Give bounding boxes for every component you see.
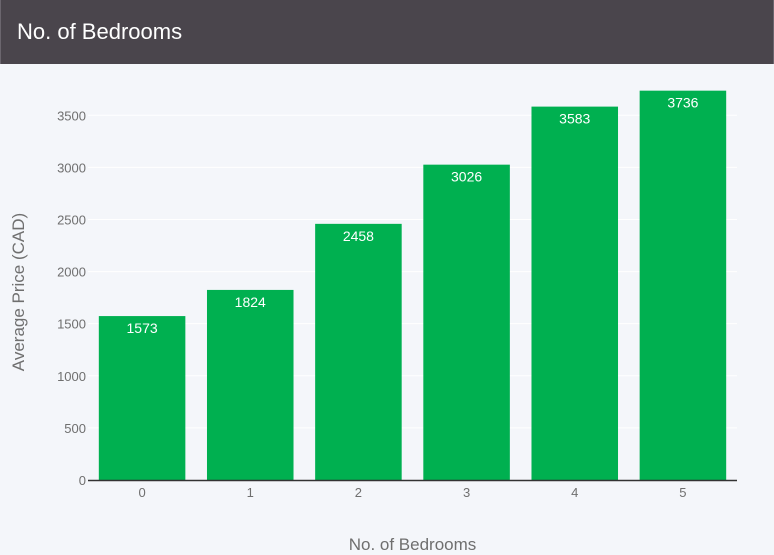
bar	[98, 316, 186, 480]
x-tick-label: 4	[571, 485, 578, 500]
y-tick-label: 3500	[57, 108, 86, 123]
x-axis-title: No. of Bedrooms	[349, 535, 477, 554]
bar-data-label: 3583	[559, 111, 590, 127]
x-tick-label: 5	[679, 485, 686, 500]
y-axis-title: Average Price (CAD)	[9, 213, 28, 371]
y-tick-label: 1000	[57, 369, 86, 384]
bar-data-label: 3026	[451, 169, 482, 185]
y-tick-label: 2500	[57, 212, 86, 227]
y-tick-label: 3000	[57, 160, 86, 175]
gridlines	[88, 114, 737, 429]
y-tick-label: 500	[64, 421, 86, 436]
bar	[206, 289, 294, 480]
y-tick-label: 1500	[57, 317, 86, 332]
bars: 1573 1824 2458 3026 3583 3736	[98, 90, 727, 481]
axes: 0 500 1000 1500 2000 2500 3000 3500 0 1 2 3 4 5	[57, 108, 737, 500]
bar-data-label: 2458	[343, 228, 374, 244]
bar	[423, 164, 510, 481]
y-tick-label: 0	[79, 473, 86, 488]
bar	[315, 223, 402, 480]
page-title: No. of Bedrooms	[17, 19, 183, 44]
bar	[531, 106, 619, 481]
bar	[639, 90, 727, 481]
y-tick-label: 2000	[57, 265, 86, 280]
bar-data-label: 1573	[127, 320, 158, 336]
bar-data-label: 3736	[667, 95, 698, 111]
x-tick-label: 3	[463, 485, 470, 500]
x-tick-label: 2	[355, 485, 362, 500]
card-header: No. of Bedrooms	[0, 0, 774, 64]
x-tick-label: 1	[247, 485, 254, 500]
bar-data-label: 1824	[235, 294, 266, 310]
x-tick-label: 0	[138, 485, 145, 500]
